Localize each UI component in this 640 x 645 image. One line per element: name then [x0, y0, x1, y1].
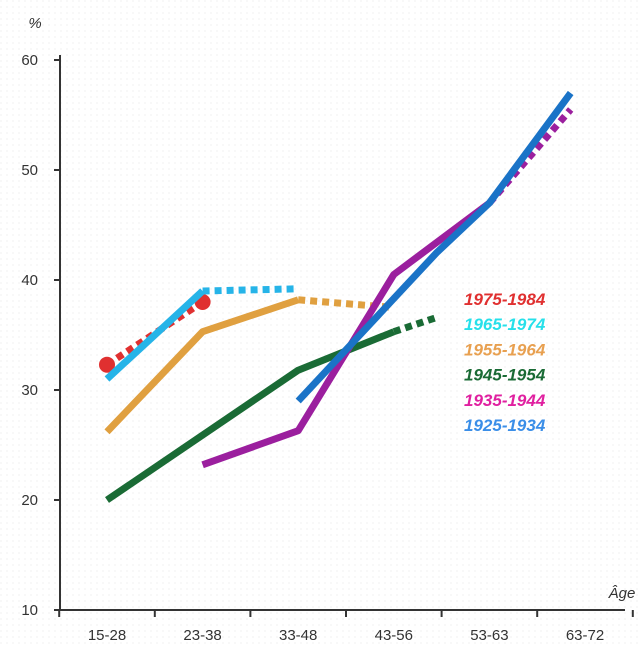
x-unit-label: Âge: [608, 585, 636, 602]
series-line-1955-1964: [104, 296, 300, 435]
y-tick-label: 30: [21, 382, 38, 399]
legend-entry: 1965-1974: [464, 315, 546, 334]
legend-entry: 1935-1944: [464, 391, 546, 410]
y-tick-label: 40: [21, 272, 38, 289]
y-tick-label: 20: [21, 492, 38, 509]
y-unit-label: %: [28, 15, 41, 32]
y-tick-label: 10: [21, 602, 38, 619]
x-tick-label: 63-72: [566, 627, 604, 644]
series-line-1965-1974: [104, 288, 205, 382]
x-tick-label: 53-63: [470, 627, 508, 644]
legend-entry: 1925-1934: [464, 416, 546, 435]
series-projection-1965-1974: [202, 285, 299, 295]
series-projection-1945-1954: [392, 314, 438, 336]
series-marker-1975-1984: [99, 356, 115, 373]
y-tick-label: 50: [21, 162, 38, 179]
series-projection-1955-1964: [297, 296, 395, 311]
x-tick-label: 15-28: [88, 627, 126, 644]
x-tick-label: 33-48: [279, 627, 317, 644]
legend-entry: 1955-1964: [464, 340, 546, 359]
legend-entry: 1945-1954: [464, 366, 546, 385]
x-tick-label: 43-56: [375, 627, 413, 644]
series-projection-1935-1944: [486, 107, 574, 206]
series-line-1925-1934: [295, 90, 574, 404]
y-tick-label: 60: [21, 52, 38, 69]
x-tick-label: 23-38: [183, 627, 221, 644]
legend-entry: 1975-1984: [464, 290, 546, 309]
series-line-1945-1954: [105, 328, 396, 503]
